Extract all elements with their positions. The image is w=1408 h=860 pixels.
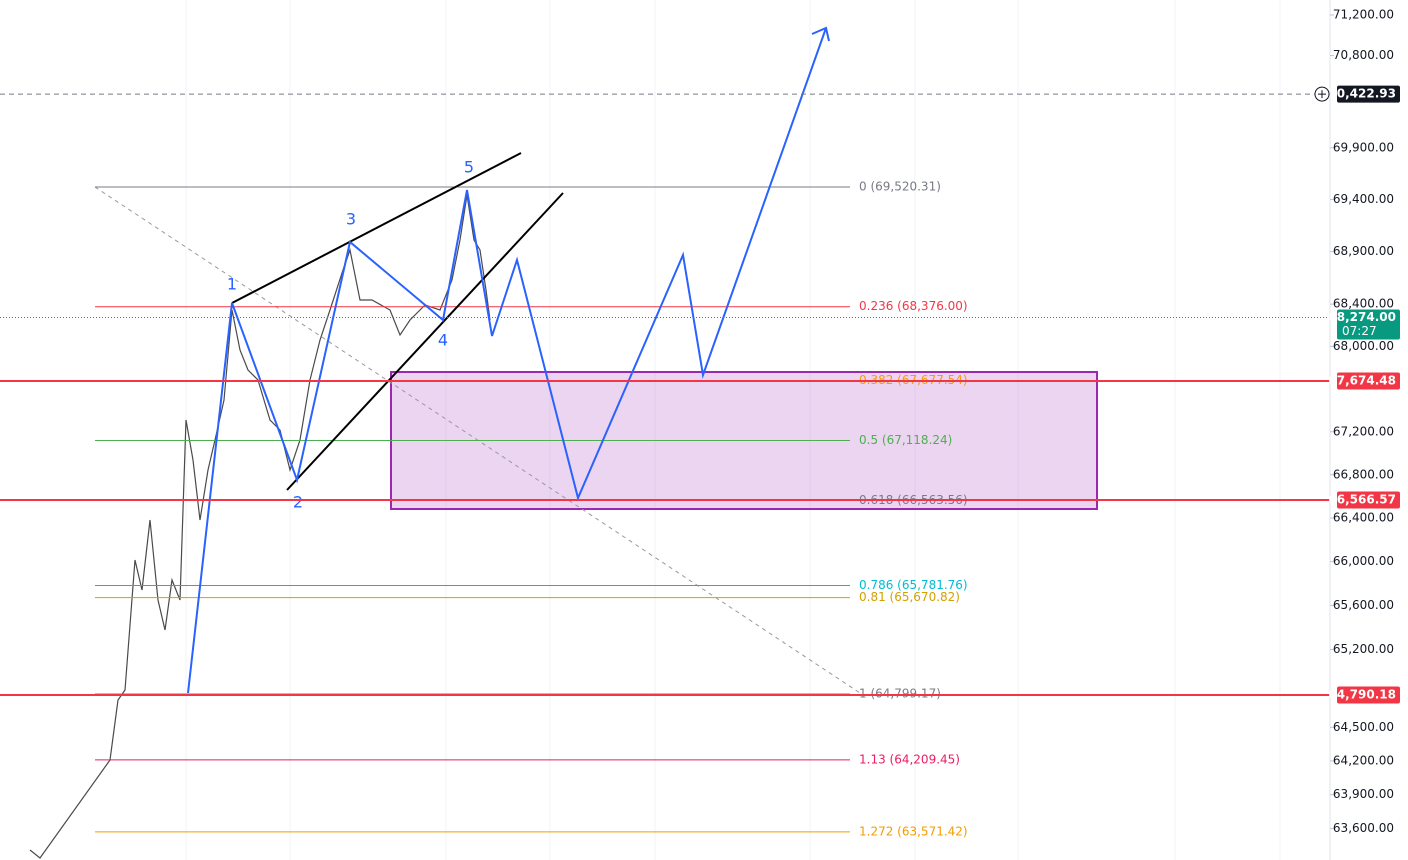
price-tag-label: 67,674.48 <box>1328 374 1396 388</box>
y-tick-label: 66,400.00 <box>1333 511 1394 525</box>
price-tag <box>1337 686 1400 704</box>
wave-label: 1 <box>227 275 237 294</box>
wave-label: 2 <box>293 493 303 512</box>
wave-projection <box>187 27 827 694</box>
y-tick-label: 71,200.00 <box>1333 7 1394 21</box>
y-tick-label: 66,800.00 <box>1333 467 1394 481</box>
fib-levels: 0 (69,520.31)0.236 (68,376.00)0.382 (67,… <box>95 180 968 838</box>
fib-level-label: 1 (64,799.17) <box>859 687 941 701</box>
price-axis-labels: 71,200.00 70,800.00 69,900.00 69,400.00 68,9… <box>1330 7 1394 835</box>
price-sketch <box>29 194 491 859</box>
y-tick-label: 64,500.00 <box>1333 720 1394 734</box>
y-tick-label: 63,600.00 <box>1333 821 1394 835</box>
price-tag-countdown: 07:27 <box>1342 324 1377 338</box>
price-tag-label: 64,790.18 <box>1328 688 1396 702</box>
fib-level-label: 1.272 (63,571.42) <box>859 824 968 838</box>
wave-label: 4 <box>438 331 448 350</box>
price-tag <box>1337 309 1400 340</box>
fib-level-label: 0.5 (67,118.24) <box>859 433 952 447</box>
y-tick-label: 69,400.00 <box>1333 192 1394 206</box>
wave-label: 5 <box>464 158 474 177</box>
price-tag-label: 70,422.93 <box>1328 87 1396 101</box>
fib-trend-line <box>94 186 861 694</box>
price-tag-label: 68,274.00 <box>1328 310 1396 324</box>
y-tick-label: 68,000.00 <box>1333 339 1394 353</box>
wave-label: 3 <box>346 210 356 229</box>
fib-level-label: 0.81 (65,670.82) <box>859 590 960 604</box>
y-tick-label: 70,800.00 <box>1333 48 1394 62</box>
wedge-lower <box>286 192 564 491</box>
price-tag-label: 66,566.57 <box>1328 493 1396 507</box>
y-tick-label: 65,600.00 <box>1333 598 1394 612</box>
y-tick-label: 68,400.00 <box>1333 297 1394 311</box>
price-marker-plus <box>1318 90 1326 99</box>
y-tick-label: 63,900.00 <box>1333 787 1394 801</box>
y-tick-label: 68,900.00 <box>1333 244 1394 258</box>
fib-level-label: 1.13 (64,209.45) <box>859 752 960 766</box>
y-tick-label: 64,200.00 <box>1333 753 1394 767</box>
fib-level-label: 0.786 (65,781.76) <box>859 578 968 592</box>
y-tick-label: 66,000.00 <box>1333 554 1394 568</box>
vertical-grid <box>185 0 1281 860</box>
y-tick-label: 69,900.00 <box>1333 140 1394 154</box>
price-tag <box>1337 372 1400 390</box>
price-axis <box>1330 0 1408 860</box>
fib-level-label: 0.236 (68,376.00) <box>859 299 968 313</box>
projection-arrowhead <box>811 26 830 42</box>
price-tag <box>1337 491 1400 509</box>
price-tag <box>1337 85 1400 103</box>
fib-level-label: 0 (69,520.31) <box>859 180 941 194</box>
y-tick-label: 67,200.00 <box>1333 424 1394 438</box>
wedge-upper <box>231 152 522 304</box>
y-tick-label: 65,200.00 <box>1333 642 1394 656</box>
